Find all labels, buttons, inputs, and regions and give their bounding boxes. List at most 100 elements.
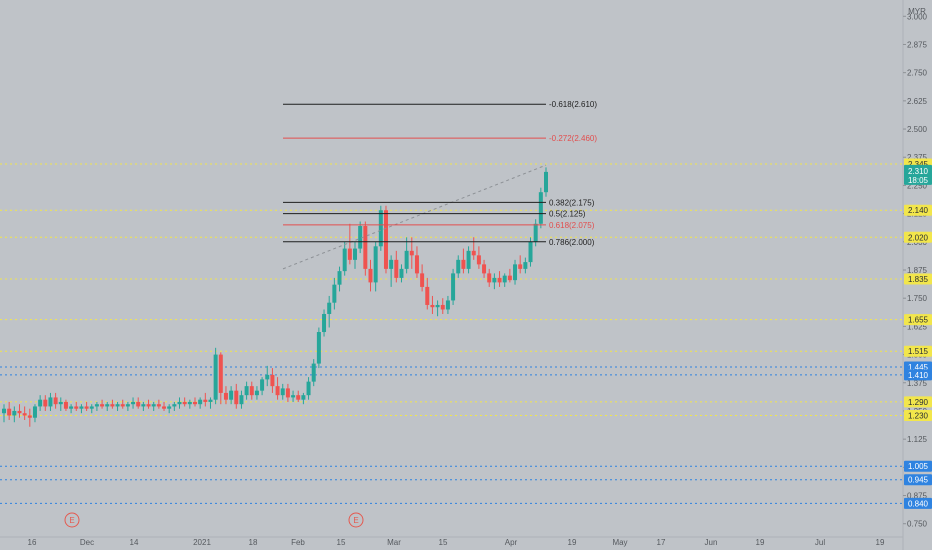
candle-body[interactable] <box>414 255 419 274</box>
trend-line[interactable] <box>282 164 547 270</box>
candle-body[interactable] <box>177 401 182 405</box>
candle-body[interactable] <box>100 404 105 407</box>
candle-body[interactable] <box>476 255 481 265</box>
candle-body[interactable] <box>497 277 502 283</box>
candle-body[interactable] <box>378 210 383 247</box>
candle-body[interactable] <box>296 395 301 400</box>
candle-body[interactable] <box>451 273 456 301</box>
candle-body[interactable] <box>404 250 409 269</box>
candle-body[interactable] <box>151 404 156 407</box>
candle-body[interactable] <box>471 250 476 256</box>
candle-body[interactable] <box>213 354 218 400</box>
candle-body[interactable] <box>17 410 22 414</box>
candle-body[interactable] <box>192 401 197 405</box>
candle-body[interactable] <box>311 363 316 382</box>
candle-body[interactable] <box>12 410 17 416</box>
candle-body[interactable] <box>249 386 254 396</box>
earnings-marker-icon[interactable] <box>64 512 80 528</box>
candle-body[interactable] <box>316 332 321 364</box>
candle-body[interactable] <box>162 406 167 409</box>
candle-body[interactable] <box>528 241 533 263</box>
candle-body[interactable] <box>208 399 213 402</box>
candle-body[interactable] <box>74 406 79 409</box>
candle-body[interactable] <box>254 390 259 396</box>
candle-body[interactable] <box>198 399 203 405</box>
candle-body[interactable] <box>156 404 161 407</box>
candle-body[interactable] <box>58 401 63 405</box>
candle-body[interactable] <box>399 268 404 278</box>
candle-body[interactable] <box>337 271 342 285</box>
candle-body[interactable] <box>146 404 151 407</box>
candle-body[interactable] <box>507 275 512 281</box>
candle-body[interactable] <box>110 404 115 407</box>
candle-body[interactable] <box>285 388 290 398</box>
candle-body[interactable] <box>172 404 177 407</box>
candle-body[interactable] <box>84 406 89 409</box>
candle-body[interactable] <box>167 406 172 409</box>
candle-body[interactable] <box>533 223 538 242</box>
candle-body[interactable] <box>445 300 450 310</box>
candle-body[interactable] <box>322 313 327 333</box>
candle-body[interactable] <box>234 390 239 405</box>
candle-body[interactable] <box>502 275 507 283</box>
candle-body[interactable] <box>353 248 358 260</box>
candle-body[interactable] <box>229 390 234 400</box>
candle-body[interactable] <box>89 406 94 409</box>
candle-body[interactable] <box>358 226 363 249</box>
candle-body[interactable] <box>363 226 368 269</box>
candle-body[interactable] <box>440 304 445 310</box>
candle-body[interactable] <box>456 259 461 274</box>
candle-body[interactable] <box>461 259 466 269</box>
candle-body[interactable] <box>544 171 548 193</box>
candle-body[interactable] <box>223 392 228 400</box>
candle-body[interactable] <box>538 192 543 224</box>
candle-body[interactable] <box>291 395 296 398</box>
candle-body[interactable] <box>48 397 53 407</box>
candle-body[interactable] <box>244 386 249 396</box>
candle-body[interactable] <box>425 286 430 305</box>
candle-body[interactable] <box>347 248 352 260</box>
candle-body[interactable] <box>69 406 74 409</box>
candle-body[interactable] <box>327 302 332 314</box>
candle-body[interactable] <box>301 395 306 400</box>
candle-body[interactable] <box>182 401 187 405</box>
candle-body[interactable] <box>94 404 99 407</box>
candle-body[interactable] <box>22 413 27 416</box>
candle-body[interactable] <box>265 374 270 380</box>
candle-body[interactable] <box>513 264 518 281</box>
candle-body[interactable] <box>466 250 471 269</box>
candle-body[interactable] <box>79 406 84 409</box>
candle-body[interactable] <box>63 401 68 409</box>
candle-body[interactable] <box>203 399 208 402</box>
candle-body[interactable] <box>2 408 6 414</box>
candle-body[interactable] <box>368 268 373 283</box>
candle-body[interactable] <box>430 304 435 308</box>
candle-body[interactable] <box>332 284 337 303</box>
candle-body[interactable] <box>32 406 37 418</box>
candle-body[interactable] <box>218 354 223 393</box>
candle-body[interactable] <box>38 399 43 407</box>
candle-body[interactable] <box>482 264 487 274</box>
candle-body[interactable] <box>389 259 394 269</box>
candle-body[interactable] <box>523 262 528 269</box>
candle-body[interactable] <box>487 273 492 283</box>
candle-body[interactable] <box>136 401 141 407</box>
candle-body[interactable] <box>342 248 347 272</box>
candle-body[interactable] <box>280 388 285 396</box>
candle-body[interactable] <box>43 399 48 407</box>
candle-body[interactable] <box>518 264 523 269</box>
candle-body[interactable] <box>275 386 280 396</box>
candle-body[interactable] <box>373 246 378 283</box>
candle-body[interactable] <box>260 379 265 391</box>
candle-body[interactable] <box>141 404 146 407</box>
candle-body[interactable] <box>492 277 497 283</box>
candle-body[interactable] <box>187 401 192 405</box>
candle-body[interactable] <box>120 404 125 407</box>
candle-body[interactable] <box>420 273 425 287</box>
candle-body[interactable] <box>53 397 58 405</box>
candle-body[interactable] <box>239 395 244 405</box>
candle-body[interactable] <box>105 404 110 407</box>
candle-body[interactable] <box>435 304 440 308</box>
candle-body[interactable] <box>306 381 311 396</box>
